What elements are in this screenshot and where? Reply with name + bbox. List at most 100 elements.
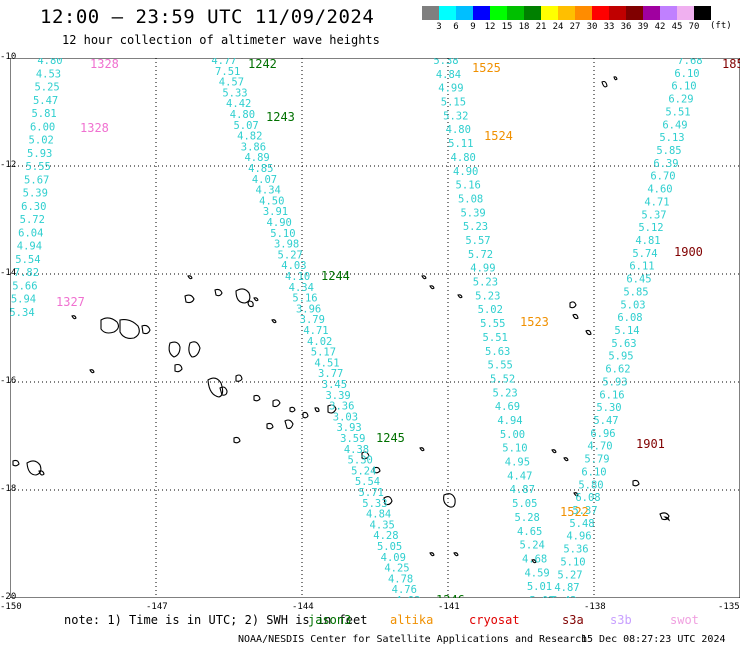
wave-height-value: 5.74 (632, 248, 657, 260)
wave-height-value: 5.67 (24, 174, 49, 186)
wave-height-value: 4.03 (281, 260, 306, 272)
wave-height-value: 4.95 (505, 457, 530, 469)
pass-time-label: 1246 (436, 593, 465, 598)
wave-height-value: 4.87 (554, 582, 579, 594)
color-scale-label: 30 (586, 22, 598, 32)
wave-height-value: 4.38 (344, 444, 369, 456)
wave-height-value: 5.52 (490, 374, 515, 386)
latitude-label: -16 (0, 376, 17, 386)
wave-height-value: 4.34 (289, 282, 314, 294)
longitude-label: -144 (292, 602, 314, 612)
wave-height-value: 5.38 (433, 58, 458, 67)
island (188, 341, 201, 358)
color-scale (422, 6, 711, 20)
wave-height-value: 5.85 (656, 145, 681, 157)
island (253, 297, 259, 302)
wave-height-value: 5.13 (659, 132, 684, 144)
legend-item-s3b: s3b (610, 613, 632, 627)
wave-height-value: 5.39 (23, 188, 48, 200)
wave-height-value: 4.47 (507, 470, 532, 482)
island (168, 341, 181, 358)
longitude-label: -138 (584, 602, 606, 612)
wave-height-value: 6.29 (668, 94, 693, 106)
longitude-label: -147 (146, 602, 168, 612)
color-scale-label: 39 (637, 22, 649, 32)
wave-height-value: 3.93 (336, 422, 361, 434)
wave-height-value: 5.71 (359, 487, 384, 499)
wave-height-value: 3.86 (241, 141, 266, 153)
longitude-label: -135 (718, 602, 740, 612)
wave-height-value: 6.39 (653, 158, 678, 170)
wave-height-value: 5.47 (33, 95, 58, 107)
wave-height-value: 4.09 (381, 552, 406, 564)
island (659, 512, 670, 521)
wave-height-value: 5.23 (492, 387, 517, 399)
wave-height-value: 5.01 (527, 581, 552, 593)
map-title: 12:00 – 23:59 UTC 11/09/2024 (40, 6, 375, 28)
wave-height-value: 6.04 (18, 227, 43, 239)
island (419, 447, 425, 452)
pass-time-label: 1327 (56, 295, 85, 309)
wave-height-value: 5.28 (515, 512, 540, 524)
wave-height-value: 3.91 (263, 206, 288, 218)
island (235, 374, 243, 382)
wave-height-value: 6.45 (626, 274, 651, 286)
wave-height-value: 6.70 (650, 171, 675, 183)
wave-height-value: 5.63 (611, 338, 636, 350)
wave-height-value: 5.11 (448, 138, 473, 150)
wave-height-value: 4.96 (566, 531, 591, 543)
wave-height-value: 3.79 (300, 314, 325, 326)
wave-height-value: 4.94 (497, 415, 522, 427)
wave-height-value: 5.54 (15, 254, 40, 266)
wave-height-value: 3.45 (322, 379, 347, 391)
wave-height-value: 5.39 (460, 207, 485, 219)
wave-height-value: 5.81 (31, 108, 56, 120)
wave-height-value: 4.80 (230, 109, 255, 121)
wave-height-value: 5.33 (362, 498, 387, 510)
wave-height-value: 5.34 (10, 307, 35, 319)
wave-height-value: 4.80 (446, 124, 471, 136)
island (563, 457, 569, 462)
wave-height-value: 6.10 (581, 466, 606, 478)
island (551, 449, 557, 454)
wave-height-value: 5.72 (468, 249, 493, 261)
wave-height-value: 5.08 (458, 194, 483, 206)
latitude-label: -20 (0, 592, 17, 602)
wave-height-value: 5.47 (593, 415, 618, 427)
wave-height-value: 5.37 (572, 505, 597, 517)
color-scale-label: 12 (484, 22, 496, 32)
island (26, 460, 42, 476)
wave-height-value: 3.96 (296, 303, 321, 315)
wave-height-value: 4.65 (517, 526, 542, 538)
color-scale-swatch (609, 6, 626, 20)
island (314, 407, 320, 413)
island (187, 275, 193, 280)
wave-height-value: 5.30 (348, 455, 373, 467)
wave-height-value: 7.68 (677, 58, 702, 67)
wave-height-value: 4.90 (267, 217, 292, 229)
wave-height-value: 3.36 (329, 401, 354, 413)
wave-height-value: 4.81 (635, 235, 660, 247)
pass-time-label: 1244 (321, 269, 350, 283)
wave-height-value: 5.25 (34, 82, 59, 94)
wave-height-value: 4.69 (495, 401, 520, 413)
color-scale-label: 36 (620, 22, 632, 32)
islands (12, 76, 671, 564)
wave-height-value: 3.59 (340, 433, 365, 445)
legend-item-cryosat: cryosat (469, 613, 520, 627)
pass-time-label: 1245 (376, 431, 405, 445)
color-scale-swatch (439, 6, 456, 20)
wave-height-value: 4.35 (370, 519, 395, 531)
wave-height-value: 6.96 (590, 428, 615, 440)
pass-time-label: 1328 (80, 121, 109, 135)
island (266, 422, 274, 430)
color-scale-swatch (660, 6, 677, 20)
wave-height-value: 4.84 (366, 509, 391, 521)
pass-time-label: 1524 (484, 129, 513, 143)
wave-height-value: 5.72 (20, 214, 45, 226)
island (38, 470, 45, 476)
wave-height-value: 4.71 (644, 196, 669, 208)
island (89, 369, 95, 374)
wave-height-value: 4.77 (211, 58, 236, 67)
wave-height-value: 4.99 (470, 263, 495, 275)
